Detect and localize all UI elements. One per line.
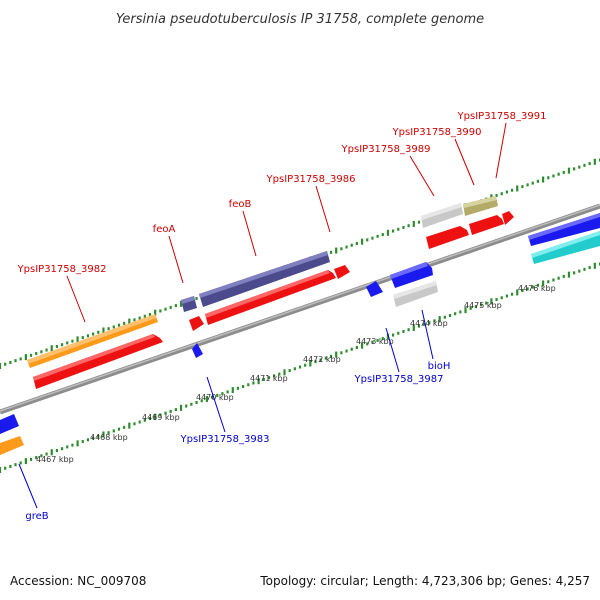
forward-4-label[interactable]: YpsIP31758_3989 (341, 144, 431, 155)
scale-label: 4471 kbp (250, 374, 288, 383)
reverse-2-leader (385, 327, 400, 373)
forward-2-leader (242, 210, 257, 257)
reverse-1-label[interactable]: YpsIP31758_3983 (180, 434, 270, 445)
scale-label: 4474 kbp (410, 319, 448, 328)
forward-2-label[interactable]: feoB (229, 199, 252, 210)
forward-1-label[interactable]: feoA (153, 224, 176, 235)
cds-ypsip31758-3986[interactable] (334, 265, 350, 279)
accession-text: Accession: NC_009708 (10, 574, 146, 588)
cds-ypsip31758-3983[interactable] (192, 343, 203, 358)
gene-feob[interactable] (199, 251, 330, 307)
map-title: Yersinia pseudotuberculosis IP 31758, co… (116, 12, 484, 27)
gene-ypsip31758-3982[interactable] (27, 314, 158, 368)
cds-bioh[interactable] (390, 262, 433, 288)
forward-4-leader (409, 155, 435, 197)
genome-backbone (0, 203, 600, 415)
topology-text: Topology: circular; Length: 4,723,306 bp… (259, 574, 590, 588)
forward-3-label[interactable]: YpsIP31758_3986 (266, 174, 356, 185)
reverse-3-leader (421, 309, 434, 360)
reverse-0-label[interactable]: greB (25, 511, 48, 522)
forward-6-leader (495, 122, 507, 179)
scale-label: 4469 kbp (142, 413, 180, 422)
scale-label: 4473 kbp (356, 337, 394, 346)
gene-edge-cyan[interactable] (531, 231, 600, 264)
scale-label: 4476 kbp (518, 284, 556, 293)
cds-feoa[interactable] (189, 316, 204, 331)
cds-ypsip31758-3991[interactable] (502, 211, 514, 225)
forward-0-leader (66, 275, 86, 323)
gene-labels: YpsIP31758_3982 feoA feoB YpsIP31758_3986 Yp… (17, 111, 547, 522)
reverse-3-label[interactable]: bioH (428, 361, 451, 372)
cds-ypsip31758-3989[interactable] (426, 226, 469, 249)
forward-5-label[interactable]: YpsIP31758_3990 (392, 127, 482, 138)
scale-label: 4468 kbp (90, 433, 128, 442)
reverse-1-leader (206, 376, 226, 433)
gene-ypsip31758-3990[interactable] (463, 196, 498, 216)
forward-1-leader (168, 235, 184, 284)
forward-6-label[interactable]: YpsIP31758_3991 (457, 111, 547, 122)
reverse-0-leader (18, 463, 38, 509)
forward-3-leader (315, 185, 331, 233)
gene-ypsip31758-3989[interactable] (421, 203, 463, 228)
reverse-2-label[interactable]: YpsIP31758_3987 (354, 374, 444, 385)
scale-labels: 4467 kbp 4468 kbp 4469 kbp 4470 kbp 4471 kbp… (36, 284, 556, 464)
lower-tick-track (0, 262, 600, 473)
gene-edge-orange-reverse[interactable] (0, 436, 24, 455)
scale-label: 4475 kbp (464, 301, 502, 310)
scale-label: 4472 kbp (303, 355, 341, 364)
gene-edge-blue-reverse[interactable] (0, 414, 19, 434)
forward-0-label[interactable]: YpsIP31758_3982 (17, 264, 107, 275)
gene-edge-blue-forward[interactable] (528, 213, 600, 246)
cds-ypsip31758-3987[interactable] (366, 281, 383, 297)
cds-feob[interactable] (205, 270, 336, 325)
cds-ypsip31758-3982[interactable] (33, 334, 163, 389)
gene-feoa[interactable] (181, 296, 197, 312)
genome-backbone-highlight (0, 204, 600, 412)
scale-label: 4467 kbp (36, 455, 74, 464)
cds-ypsip31758-3990[interactable] (469, 215, 504, 235)
forward-5-leader (454, 138, 475, 186)
gene-bioh[interactable] (393, 281, 438, 307)
scale-label: 4470 kbp (196, 393, 234, 402)
